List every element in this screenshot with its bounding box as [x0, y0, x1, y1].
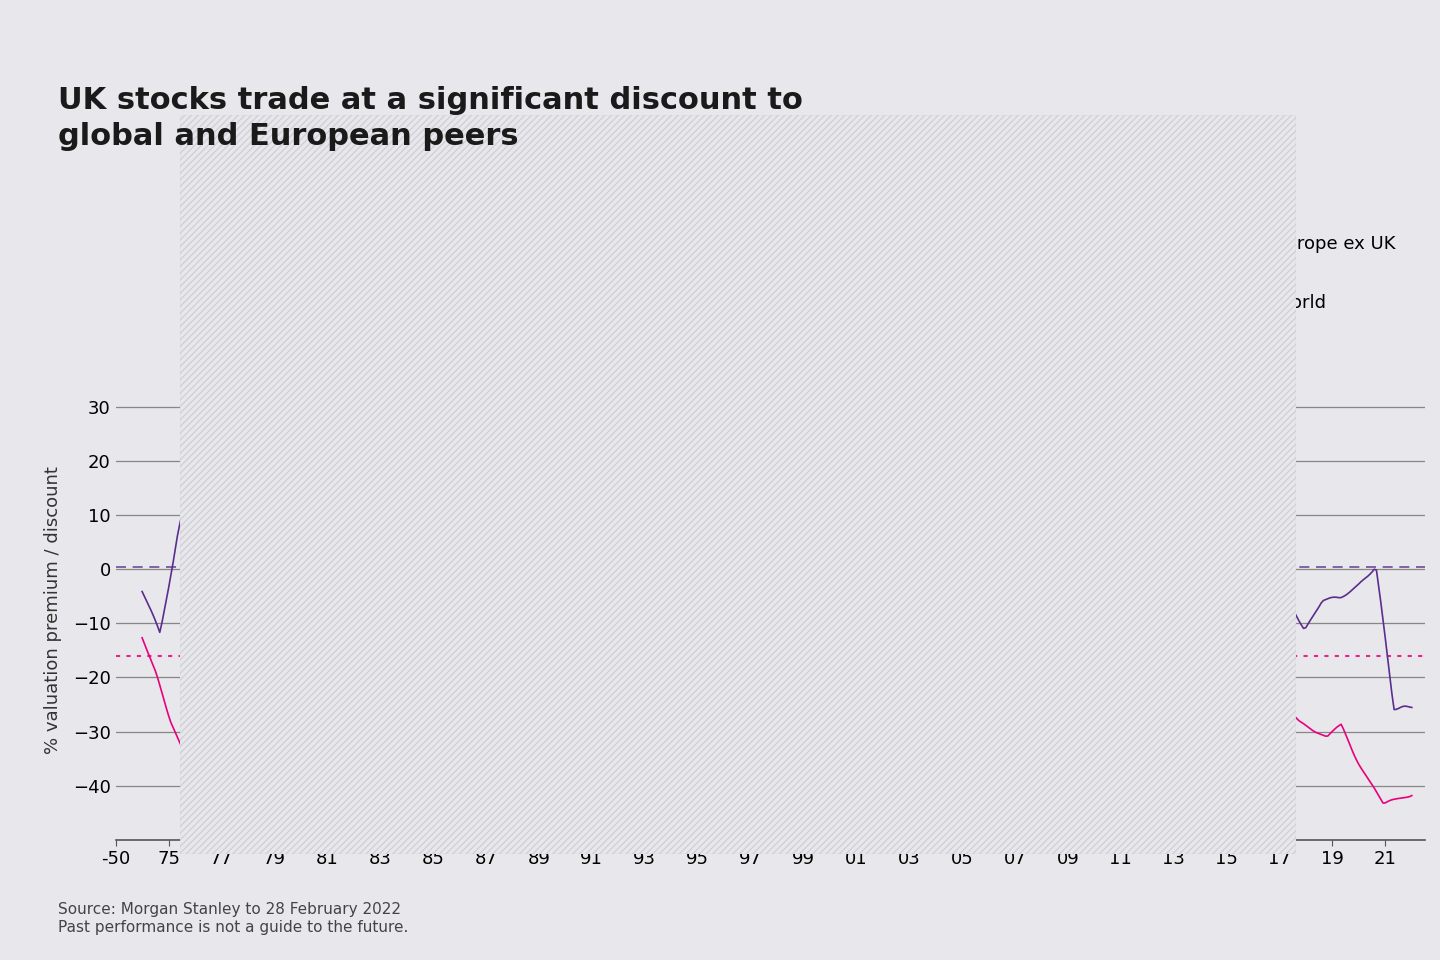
Legend: MSCI UK vs MSCI Europe ex UK, Median, MCSI UK vs MSCI World, Median: MSCI UK vs MSCI Europe ex UK, Median, MC…	[1060, 228, 1403, 348]
Y-axis label: % valuation premium / discount: % valuation premium / discount	[43, 466, 62, 754]
Text: Source: Morgan Stanley to 28 February 2022
Past performance is not a guide to th: Source: Morgan Stanley to 28 February 20…	[58, 902, 408, 935]
Text: UK stocks trade at a significant discount to
global and European peers: UK stocks trade at a significant discoun…	[58, 86, 802, 152]
